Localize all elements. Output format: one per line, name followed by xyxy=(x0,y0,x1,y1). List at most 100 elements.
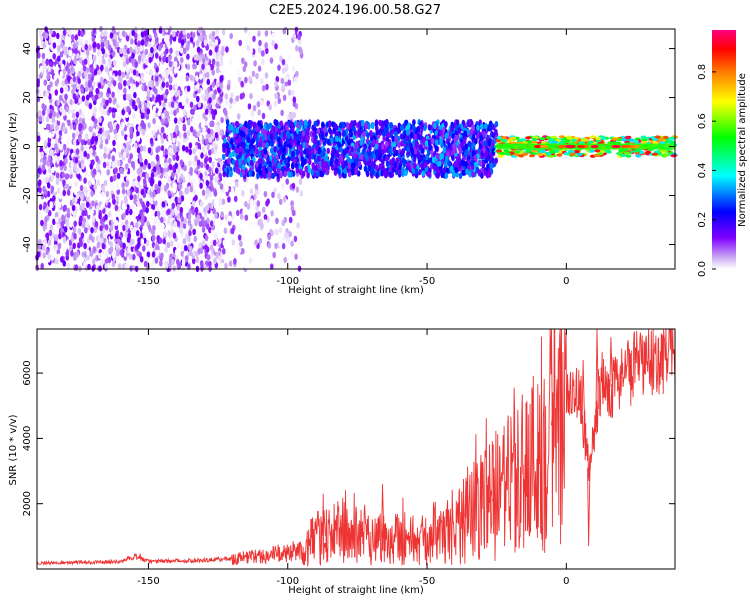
spectrogram-cell xyxy=(104,66,109,73)
spectrogram-cell xyxy=(115,195,119,202)
spectrogram-cell xyxy=(173,221,178,228)
spectrogram-cell xyxy=(387,131,391,139)
spectrogram-cell xyxy=(143,85,148,92)
spectrogram-cell xyxy=(287,171,291,178)
spectrogram-cell xyxy=(165,88,169,96)
spectrogram-cell xyxy=(164,263,169,270)
spectrogram-cell xyxy=(129,208,133,216)
spectrogram-cell xyxy=(123,195,128,202)
spectrogram-cell xyxy=(316,128,321,135)
spectrogram-cell xyxy=(92,42,96,49)
spectrogram-cell xyxy=(84,170,88,177)
spectrogram-cell xyxy=(54,216,59,223)
spectrogram-cell xyxy=(78,125,82,132)
spectrogram-cell xyxy=(209,174,214,182)
spectrogram-cell xyxy=(195,256,200,264)
spectrogram-cell xyxy=(260,50,265,57)
spectrogram-cell xyxy=(176,204,181,211)
spectrogram-cell xyxy=(288,112,293,119)
spectrogram-cell xyxy=(483,169,488,176)
spectrogram-cell xyxy=(364,123,369,130)
spectrogram-cell xyxy=(245,148,250,156)
spectrogram-cell xyxy=(291,150,295,157)
spectrogram-cell xyxy=(365,154,369,162)
spectrogram-cell xyxy=(62,179,66,186)
spectrogram-cell xyxy=(98,105,103,112)
spectrogram-cell xyxy=(206,78,211,86)
spectrogram-cell xyxy=(183,244,188,252)
spectrogram-cell xyxy=(213,109,218,116)
spectrogram-cell xyxy=(119,77,123,84)
spectrogram-cell xyxy=(131,161,135,168)
spectrogram-cell xyxy=(294,253,298,260)
spectrogram-cell xyxy=(107,153,111,160)
spectrogram-cell xyxy=(125,163,129,170)
spectrogram-cell xyxy=(54,234,59,241)
spectrogram-cell xyxy=(218,172,222,180)
spectrogram-cell xyxy=(91,178,95,185)
spectrogram-cell xyxy=(257,140,262,148)
spectrogram-cell xyxy=(57,55,61,62)
spectrogram-cell xyxy=(177,263,181,270)
spectrogram-cell xyxy=(260,77,264,85)
spectrogram-cell xyxy=(225,99,229,106)
spectrogram-cell xyxy=(196,214,200,221)
spectrogram-cell xyxy=(419,154,423,161)
spectrogram-heatmap xyxy=(35,25,678,273)
spectrogram-cell xyxy=(220,102,225,109)
spectrogram-cell xyxy=(185,75,190,82)
spectrogram-cell xyxy=(201,226,206,233)
spectrogram-cell xyxy=(107,44,112,51)
spectrogram-cell xyxy=(192,62,196,70)
spectrogram-cell xyxy=(389,122,394,129)
spectrogram-cell xyxy=(104,214,108,221)
spectrogram-cell xyxy=(247,31,252,38)
spectrogram-cell xyxy=(91,159,95,166)
spectrogram-cell xyxy=(212,239,217,246)
spectrogram-cell xyxy=(201,94,205,101)
spectrogram-cell xyxy=(117,263,122,270)
spectrogram-cell xyxy=(198,60,203,68)
spectrogram-cell xyxy=(433,164,437,172)
spectrogram-cell xyxy=(188,230,192,237)
spectrogram-cell xyxy=(50,254,55,261)
spectrogram-cell xyxy=(218,200,222,207)
spectrogram-cell xyxy=(208,149,212,156)
spectrogram-cell xyxy=(439,129,443,137)
spectrogram-cell xyxy=(168,101,172,108)
spectrogram-cell xyxy=(236,113,241,120)
spectrogram-cell xyxy=(102,161,107,169)
spectrogram-cell xyxy=(270,210,274,217)
spectrogram-cell xyxy=(50,185,55,192)
spectrogram-cell xyxy=(256,101,261,108)
spectrogram-cell xyxy=(121,30,126,37)
spectrogram-cell xyxy=(192,148,196,155)
spectrogram-cell xyxy=(155,216,159,223)
spectrogram-cell xyxy=(385,160,390,167)
spectrogram-cell xyxy=(255,148,259,155)
spectrogram-cell xyxy=(84,100,89,107)
spectrogram-cell xyxy=(104,72,108,80)
spectrogram-cell xyxy=(53,185,58,193)
spectrogram-cell xyxy=(261,134,266,142)
spectrogram-cell xyxy=(205,204,210,212)
spectrogram-cell xyxy=(83,71,88,78)
spectrogram-cell xyxy=(213,190,218,197)
spectrogram-cell xyxy=(299,190,304,197)
spectrogram-cell xyxy=(121,182,125,189)
spectrogram-cell xyxy=(347,157,351,164)
spectrogram-cell xyxy=(139,161,144,168)
spectrogram-cell xyxy=(211,35,215,43)
spectrogram-cell xyxy=(372,138,376,146)
spectrogram-cell xyxy=(81,221,86,229)
spectrogram-cell xyxy=(220,211,224,218)
spectrogram-cell xyxy=(169,47,173,54)
spectrogram-cell xyxy=(365,170,370,178)
spectrogram-cell xyxy=(135,230,140,237)
spectrogram-cell xyxy=(43,121,47,129)
spectrogram-cell xyxy=(451,154,455,162)
spectrogram-cell xyxy=(199,73,203,80)
spectrogram-cell xyxy=(162,56,166,63)
spectrogram-cell xyxy=(370,122,375,130)
spectrogram-cell xyxy=(168,157,172,165)
